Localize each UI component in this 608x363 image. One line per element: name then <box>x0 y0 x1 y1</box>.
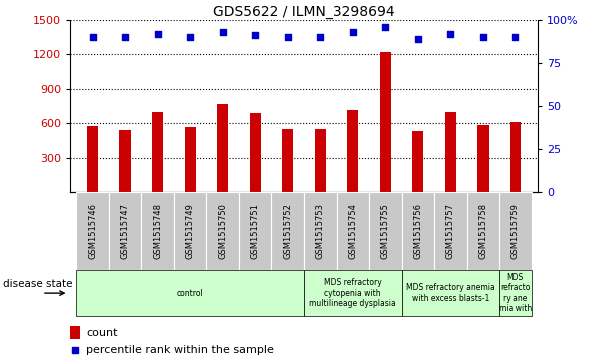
Bar <box>184 127 196 192</box>
Point <box>218 29 227 35</box>
Text: GSM1515753: GSM1515753 <box>316 203 325 260</box>
FancyBboxPatch shape <box>77 192 109 270</box>
Title: GDS5622 / ILMN_3298694: GDS5622 / ILMN_3298694 <box>213 5 395 19</box>
Point <box>348 29 358 35</box>
FancyBboxPatch shape <box>174 192 207 270</box>
Bar <box>379 52 391 192</box>
FancyBboxPatch shape <box>434 192 466 270</box>
Text: GSM1515757: GSM1515757 <box>446 203 455 260</box>
Text: GSM1515755: GSM1515755 <box>381 204 390 259</box>
Point <box>120 34 130 40</box>
FancyBboxPatch shape <box>369 192 401 270</box>
Point <box>316 34 325 40</box>
FancyBboxPatch shape <box>207 192 239 270</box>
Bar <box>510 122 521 192</box>
Bar <box>444 112 456 192</box>
Text: GSM1515746: GSM1515746 <box>88 203 97 260</box>
Point <box>446 31 455 37</box>
Bar <box>217 104 229 192</box>
Point <box>413 36 423 42</box>
FancyBboxPatch shape <box>304 192 336 270</box>
FancyBboxPatch shape <box>77 270 304 316</box>
Point <box>381 24 390 30</box>
Point <box>153 31 162 37</box>
Point <box>283 34 292 40</box>
Text: GSM1515752: GSM1515752 <box>283 204 292 259</box>
Point <box>185 34 195 40</box>
Text: GSM1515749: GSM1515749 <box>185 204 195 259</box>
Bar <box>70 326 80 339</box>
FancyBboxPatch shape <box>272 192 304 270</box>
Text: control: control <box>177 289 204 298</box>
FancyBboxPatch shape <box>142 192 174 270</box>
Text: GSM1515754: GSM1515754 <box>348 204 358 259</box>
Text: GSM1515750: GSM1515750 <box>218 204 227 259</box>
FancyBboxPatch shape <box>109 192 142 270</box>
FancyBboxPatch shape <box>499 270 531 316</box>
Text: count: count <box>86 327 118 338</box>
Text: disease state: disease state <box>3 279 72 289</box>
Text: GSM1515747: GSM1515747 <box>121 203 130 260</box>
Text: GSM1515751: GSM1515751 <box>250 204 260 259</box>
FancyBboxPatch shape <box>466 192 499 270</box>
Bar <box>347 110 359 192</box>
Text: GSM1515756: GSM1515756 <box>413 203 423 260</box>
Bar <box>314 129 326 192</box>
FancyBboxPatch shape <box>304 270 401 316</box>
FancyBboxPatch shape <box>401 270 499 316</box>
FancyBboxPatch shape <box>499 192 531 270</box>
Text: MDS refractory anemia
with excess blasts-1: MDS refractory anemia with excess blasts… <box>406 284 495 303</box>
Text: GSM1515759: GSM1515759 <box>511 204 520 259</box>
Text: MDS
refracto
ry ane
mia with: MDS refracto ry ane mia with <box>499 273 532 313</box>
FancyBboxPatch shape <box>336 192 369 270</box>
Bar <box>152 112 164 192</box>
Bar <box>87 126 98 192</box>
Point <box>511 34 520 40</box>
Point <box>250 33 260 38</box>
Text: GSM1515758: GSM1515758 <box>478 203 487 260</box>
Text: GSM1515748: GSM1515748 <box>153 203 162 260</box>
FancyBboxPatch shape <box>239 192 272 270</box>
Bar <box>120 130 131 192</box>
Bar <box>477 125 488 192</box>
Bar <box>412 131 424 192</box>
Point <box>478 34 488 40</box>
Text: percentile rank within the sample: percentile rank within the sample <box>86 345 274 355</box>
FancyBboxPatch shape <box>401 192 434 270</box>
Bar <box>282 129 294 192</box>
Text: MDS refractory
cytopenia with
multilineage dysplasia: MDS refractory cytopenia with multilinea… <box>309 278 396 308</box>
Point <box>88 34 97 40</box>
Bar <box>249 113 261 192</box>
